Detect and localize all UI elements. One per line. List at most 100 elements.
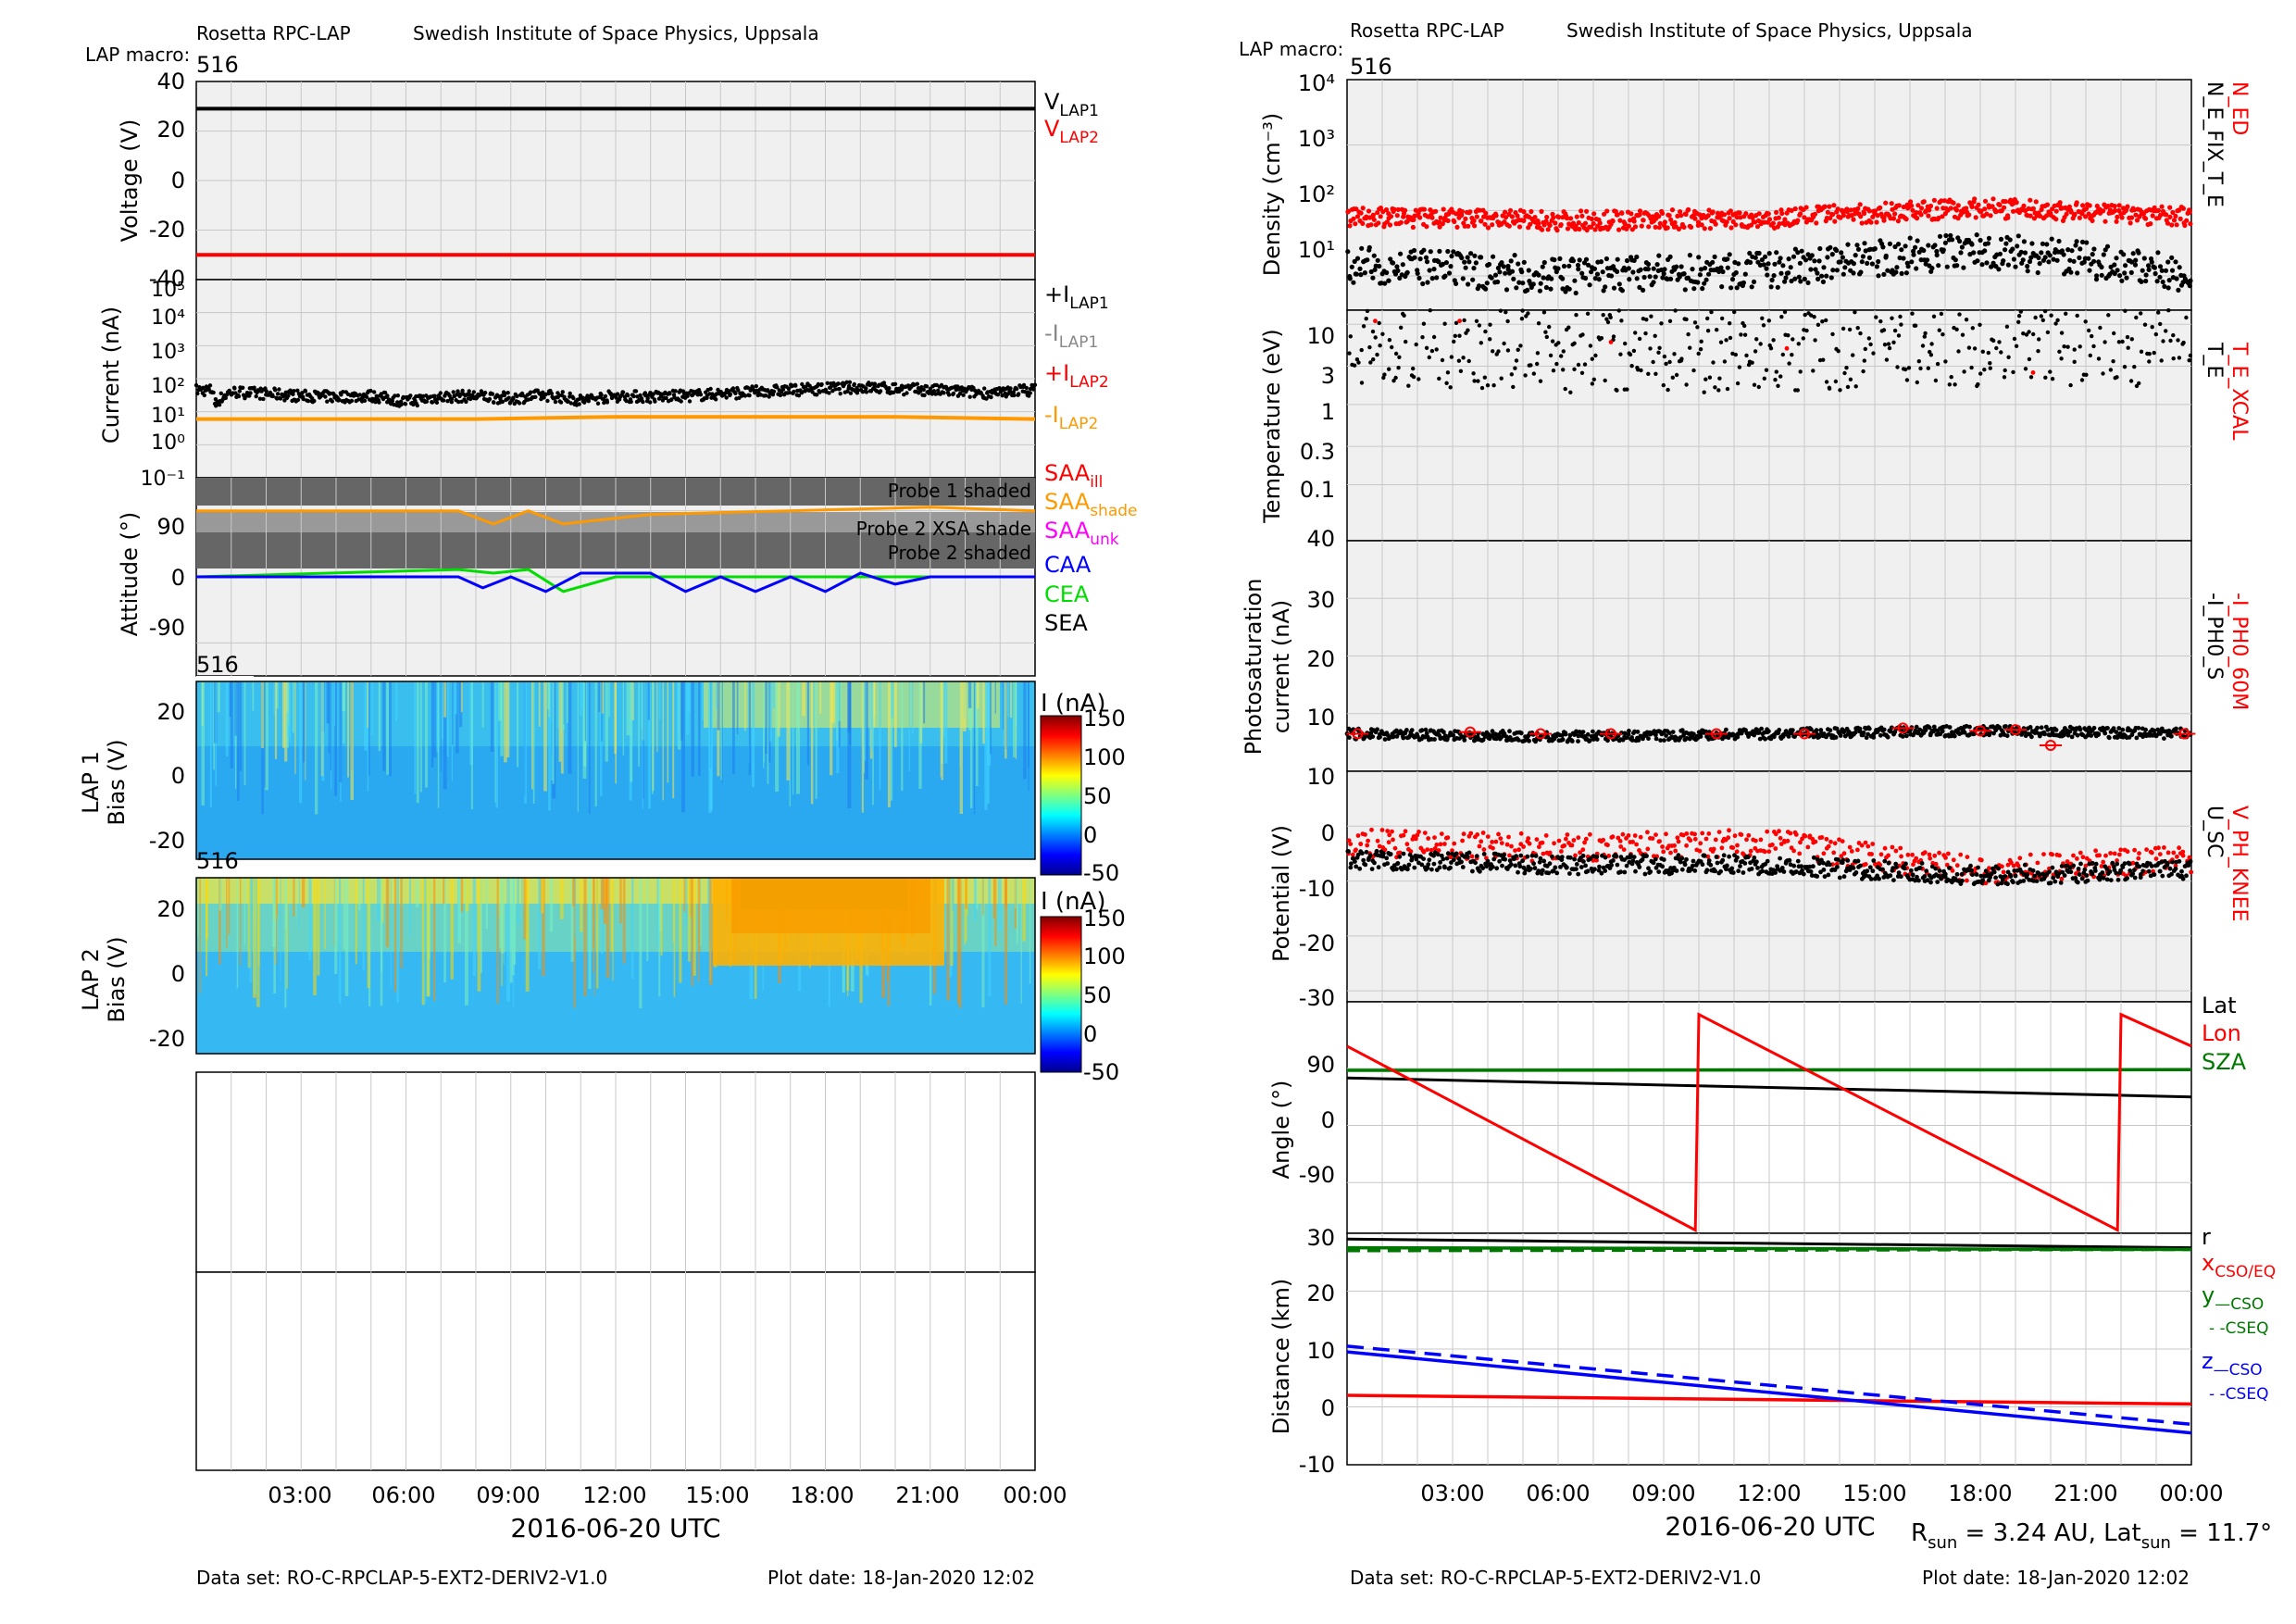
- density-red-points-point: [1669, 207, 1676, 213]
- density-black-points-point: [1883, 253, 1889, 258]
- density-black-points-point: [2140, 268, 2145, 273]
- heatmap-streak: [603, 878, 607, 924]
- density-red-points-point: [1883, 200, 1889, 206]
- potential-red-points-point: [1442, 842, 1447, 846]
- potential-red-points-point: [1813, 839, 1818, 844]
- density-red-points-point: [1921, 199, 1927, 205]
- density-black-points-point: [1351, 280, 1356, 285]
- density-black-points-point: [1662, 267, 1667, 272]
- density-black-points-point: [2132, 262, 2139, 268]
- potential-red-points-point: [1680, 832, 1686, 838]
- density-red-points-point: [1474, 214, 1479, 219]
- potential-black-points-point: [1503, 856, 1508, 862]
- heatmap-streak: [470, 681, 473, 810]
- photo-black-points-point: [1871, 735, 1877, 740]
- ilap1-pos-points-point: [955, 384, 960, 389]
- ilap1-pos-points-point: [631, 394, 636, 399]
- potential-red-points-point: [1762, 849, 1767, 855]
- density-red-points-point: [1872, 208, 1878, 214]
- density-black-points-point: [1819, 273, 1825, 279]
- density-red-points-point: [1692, 216, 1698, 221]
- density-black-points-point: [1854, 243, 1860, 248]
- density-black-points-point: [2149, 259, 2154, 265]
- density-red-points-point: [1976, 202, 1981, 207]
- heatmap-streak: [685, 878, 688, 926]
- temperature-points-point: [1411, 374, 1416, 380]
- heatmap-streak: [573, 878, 576, 1008]
- temperature-points-point: [1728, 335, 1733, 341]
- density-black-points-point: [1925, 257, 1930, 263]
- ilap1-pos-points-point: [325, 399, 330, 404]
- temperature-points-point: [1482, 375, 1488, 380]
- density-red-points-point: [1918, 206, 1925, 211]
- ilap1-pos-points-point: [931, 389, 937, 394]
- temperature-points-point: [1373, 335, 1378, 340]
- temperature-points-point: [1886, 342, 1891, 346]
- density-red-points-point: [1639, 223, 1644, 229]
- temperature-points-point: [1585, 311, 1591, 316]
- potential-red-points-point: [1739, 832, 1744, 837]
- ilap1-pos-points-point: [568, 391, 572, 396]
- temperature-points-point: [1999, 350, 2003, 355]
- photo-black-points-point: [1691, 731, 1696, 737]
- potential-red-points-point: [1375, 838, 1380, 843]
- temperature-points-point: [1396, 366, 1401, 370]
- density-black-points-point: [1817, 245, 1823, 252]
- potential-red-points-point: [1422, 831, 1428, 835]
- temperature-points-point: [1672, 352, 1677, 356]
- density-black-points-point: [1896, 242, 1902, 247]
- lap2-cbar-tick: 0: [1083, 1021, 1097, 1047]
- density-red-points-point: [2173, 213, 2178, 219]
- density-black-points-point: [2069, 248, 2075, 254]
- photo-black-points-point: [1626, 731, 1631, 737]
- heatmap-streak: [547, 681, 550, 710]
- heatmap-streak: [861, 681, 864, 813]
- potential-black-points-point: [1596, 868, 1602, 873]
- temperature-points-point: [1813, 338, 1817, 343]
- density-red-points-point: [1482, 221, 1488, 227]
- temperature-points-point: [1404, 339, 1408, 344]
- potential-red-points-point: [1672, 843, 1677, 848]
- potential-red-points-point: [1785, 838, 1791, 843]
- density-red-points-point: [1862, 210, 1867, 217]
- temperature-red-point: [1457, 319, 1462, 324]
- density-black-points-point: [1997, 251, 2003, 256]
- density-red-points-point: [1490, 222, 1495, 228]
- density-black-points-point: [2121, 252, 2127, 257]
- temperature-points-point: [1891, 340, 1896, 344]
- photo-black-points-point: [1759, 726, 1764, 731]
- potential-red-points-point: [1886, 853, 1890, 858]
- density-black-points-point: [2146, 267, 2152, 272]
- photo-black-points-point: [1441, 730, 1446, 735]
- potential-black-points-point: [1531, 861, 1536, 867]
- potential-red-points-point: [1965, 855, 1970, 859]
- photo-black-points-point: [1635, 730, 1641, 734]
- potential-red-points-point: [1506, 834, 1511, 840]
- temperature-points-point: [1812, 315, 1816, 319]
- potential-black-points-point: [1360, 851, 1365, 856]
- potential-black-points-point: [1574, 862, 1579, 867]
- density-red-points-point: [1966, 212, 1972, 218]
- temperature-points-point: [1853, 384, 1858, 389]
- density-black-points-point: [2139, 279, 2144, 284]
- density-black-points-point: [1615, 269, 1620, 274]
- temperature-points-point: [1698, 347, 1703, 352]
- temperature-points-point: [1499, 376, 1504, 381]
- ilap1-pos-points-point: [1021, 382, 1027, 388]
- ilap1-pos-points-point: [1015, 386, 1019, 392]
- density-red-points-point: [1417, 215, 1423, 220]
- potential-red-points-point: [1660, 844, 1665, 849]
- density-red-points-point: [2038, 213, 2043, 219]
- density-black-points-point: [1641, 287, 1646, 293]
- density-black-points-point: [1466, 259, 1472, 265]
- density-red-points-point: [1941, 198, 1948, 204]
- heatmap-streak: [942, 681, 946, 738]
- temperature-points-point: [1705, 329, 1711, 333]
- potential-black-points-point: [1532, 866, 1538, 870]
- density-red-points-point: [1770, 220, 1776, 226]
- potential-red-points-point: [2080, 855, 2086, 860]
- ilap1-pos-points-point: [771, 389, 777, 394]
- potential-black-points-point: [1374, 848, 1379, 854]
- density-red-points-point: [1398, 219, 1404, 225]
- density-red-points-point: [2167, 214, 2173, 219]
